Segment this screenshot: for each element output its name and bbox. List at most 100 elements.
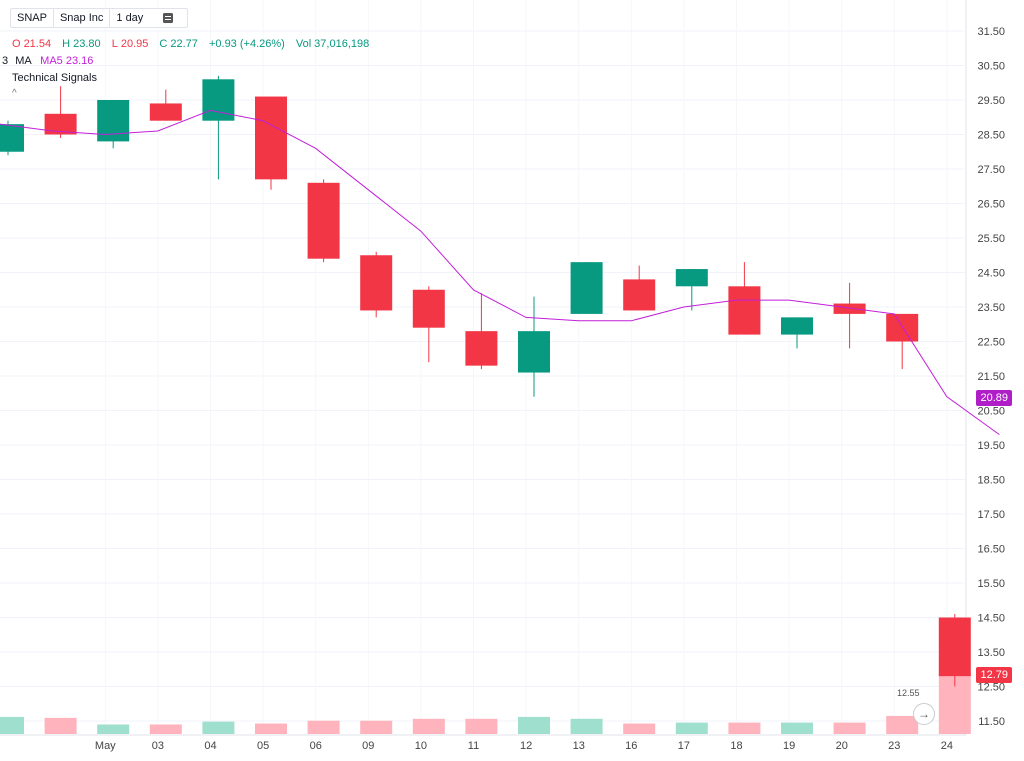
volume-bar <box>728 722 761 734</box>
price-tick-label: 17.50 <box>977 509 1005 521</box>
technical-signals[interactable]: Technical Signals <box>12 72 97 84</box>
price-tick-label: 27.50 <box>977 164 1005 176</box>
volume-bar <box>97 724 130 734</box>
time-tick-label: 06 <box>310 740 322 752</box>
candle-body <box>833 303 866 314</box>
volume-bar <box>149 724 182 734</box>
ohlc-legend: O 21.54 H 23.80 L 20.95 C 22.77 +0.93 (+4.26… <box>12 38 369 50</box>
candle-body <box>97 100 130 142</box>
close-key: C <box>159 38 168 50</box>
open-key: O <box>12 38 21 50</box>
change-value: +0.93 (+4.26%) <box>208 38 285 50</box>
time-tick-label: 19 <box>783 740 795 752</box>
time-tick-label: 23 <box>888 740 900 752</box>
candle-body <box>938 617 971 677</box>
menu-icon[interactable] <box>155 11 181 25</box>
high-value: 23.80 <box>73 38 101 50</box>
low-key: L <box>111 38 118 50</box>
time-tick-label: 04 <box>204 740 216 752</box>
candle-body <box>623 279 656 311</box>
time-tick-label: 12 <box>520 740 532 752</box>
time-tick-label: 09 <box>362 740 374 752</box>
grid-lines <box>0 0 967 736</box>
price-tick-label: 14.50 <box>977 613 1005 625</box>
price-tick-label: 18.50 <box>977 475 1005 487</box>
ma-price-tag: 20.89 <box>976 390 1012 406</box>
volume-bar <box>44 717 77 734</box>
candle-body <box>781 317 813 335</box>
interval-label[interactable]: 1 day <box>109 9 149 27</box>
candle-body <box>255 96 287 180</box>
time-axis: May 03 04 05 06 09 10 11 12 13 16 17 18 19 20 23 24 <box>95 740 953 752</box>
time-tick-label: 10 <box>415 740 427 752</box>
symbol-bar[interactable]: SNAP Snap Inc 1 day <box>10 8 189 28</box>
scroll-to-realtime-button[interactable]: → <box>913 703 935 725</box>
price-tick-label: 13.50 <box>977 647 1005 659</box>
price-tick-label: 30.50 <box>977 61 1005 73</box>
candle-body <box>149 103 182 121</box>
price-axis: 31.50 30.50 29.50 28.50 27.50 26.50 25.50 24.50… <box>977 26 1005 728</box>
crosshair-price-label: 12.55 <box>897 688 920 698</box>
indicator-count: 3 <box>2 55 9 67</box>
time-tick-label: 03 <box>152 740 164 752</box>
time-tick-label: 18 <box>730 740 742 752</box>
candles <box>0 75 971 687</box>
ma-value: MA5 23.16 <box>40 55 94 67</box>
candle-body <box>518 331 550 373</box>
high-key: H <box>62 38 71 50</box>
time-tick-label: 24 <box>941 740 953 752</box>
ma-legend[interactable]: 3 MA MA5 23.16 <box>2 55 93 67</box>
volume-bar <box>623 723 656 734</box>
ma5-line <box>0 109 1000 436</box>
time-tick-label: 16 <box>625 740 637 752</box>
volume-bars <box>0 673 971 734</box>
collapse-caret-icon[interactable]: ^ <box>12 88 17 99</box>
candle-body <box>886 313 919 342</box>
volume-bar <box>465 718 498 734</box>
volume-bar <box>781 722 813 734</box>
volume-bar <box>675 722 708 734</box>
volume-bar <box>255 723 287 734</box>
price-tick-label: 24.50 <box>977 268 1005 280</box>
time-tick-label: May <box>95 740 116 752</box>
volume-bar <box>570 718 603 734</box>
time-tick-label: 05 <box>257 740 269 752</box>
volume-bar <box>412 718 445 734</box>
price-tick-label: 23.50 <box>977 302 1005 314</box>
symbol-ticker[interactable]: SNAP <box>17 12 47 24</box>
candle-body <box>0 124 24 152</box>
candle-body <box>728 286 761 335</box>
price-tick-label: 26.50 <box>977 199 1005 211</box>
price-tick-label: 15.50 <box>977 578 1005 590</box>
candle-body <box>307 182 340 259</box>
price-tick-label: 28.50 <box>977 130 1005 142</box>
candle-body <box>465 331 498 366</box>
volume-value: 37,016,198 <box>314 38 370 50</box>
price-tick-label: 16.50 <box>977 544 1005 556</box>
price-tick-label: 31.50 <box>977 26 1005 38</box>
price-tick-label: 20.50 <box>977 406 1005 418</box>
low-value: 20.95 <box>120 38 149 50</box>
symbol-name: Snap Inc <box>52 9 109 27</box>
price-tick-label: 29.50 <box>977 95 1005 107</box>
price-tick-label: 12.50 <box>977 682 1005 694</box>
candle-body <box>412 289 445 328</box>
last-price-tag: 12.79 <box>976 667 1012 683</box>
time-tick-label: 13 <box>573 740 585 752</box>
candle-body <box>675 269 708 287</box>
volume-key: Vol <box>295 38 312 50</box>
price-tick-label: 25.50 <box>977 233 1005 245</box>
time-tick-label: 20 <box>836 740 848 752</box>
volume-bar <box>886 715 919 734</box>
volume-bar <box>360 720 393 734</box>
candle-body <box>570 262 603 314</box>
price-tick-label: 11.50 <box>978 716 1005 728</box>
candle-body <box>360 255 393 311</box>
volume-bar <box>307 720 340 734</box>
open-value: 21.54 <box>23 38 52 50</box>
price-tick-label: 19.50 <box>977 440 1005 452</box>
volume-bar <box>833 722 866 734</box>
arrow-right-icon: → <box>918 707 930 721</box>
volume-bar <box>0 716 24 734</box>
